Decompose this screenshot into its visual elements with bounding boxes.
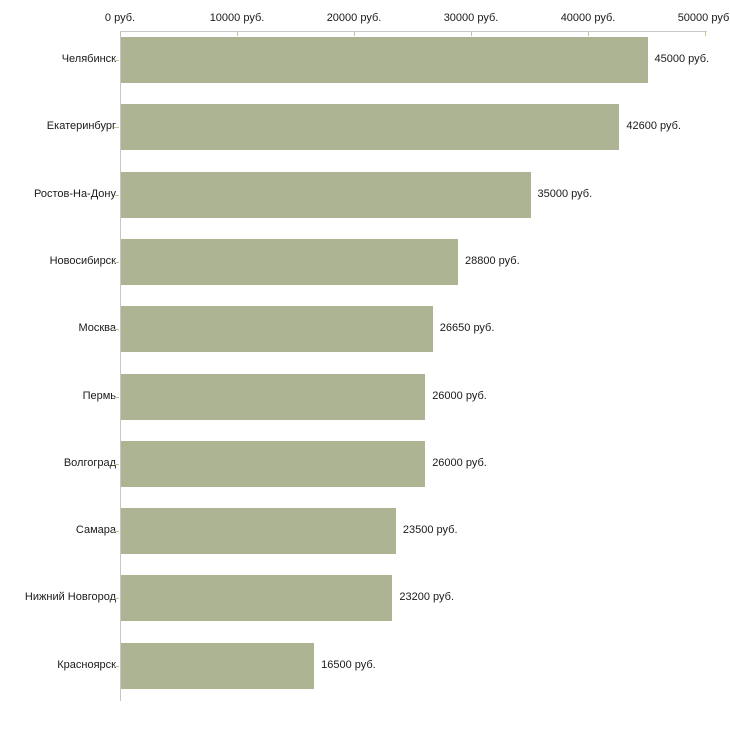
bar [121, 306, 433, 352]
bar [121, 643, 315, 689]
y-tick-mark [114, 397, 119, 398]
bar [121, 374, 426, 420]
value-label: 45000 руб. [654, 53, 710, 65]
y-tick-mark [114, 329, 119, 330]
value-label: 23200 руб. [399, 591, 455, 603]
category-label: Новосибирск [49, 255, 116, 267]
bar [121, 104, 620, 150]
value-label: 42600 руб. [626, 120, 682, 132]
y-tick-mark [114, 666, 119, 667]
category-label: Нижний Новгород [24, 591, 116, 603]
x-tick-mark [237, 32, 238, 36]
x-tick-mark [588, 32, 589, 36]
y-tick-mark [114, 598, 119, 599]
category-label: Самара [75, 524, 116, 536]
x-tick-mark [120, 32, 121, 36]
category-label: Красноярск [57, 659, 116, 671]
y-tick-mark [114, 464, 119, 465]
x-tick-mark [354, 32, 355, 36]
bar [121, 575, 393, 621]
bar [121, 37, 648, 83]
x-axis [120, 31, 707, 32]
value-label: 16500 руб. [321, 659, 376, 671]
category-label: Челябинск [61, 53, 116, 65]
category-label: Волгоград [63, 457, 116, 469]
x-tick-mark [471, 32, 472, 36]
y-tick-mark [114, 195, 119, 196]
category-label: Пермь [82, 390, 116, 402]
bar [121, 172, 531, 218]
value-label: 35000 руб. [537, 188, 593, 200]
x-tick-label: 20000 руб. [326, 12, 382, 24]
y-tick-mark [114, 127, 119, 128]
x-tick-label: 30000 руб. [443, 12, 499, 24]
x-tick-label: 40000 руб. [560, 12, 616, 24]
value-label: 26000 руб. [432, 390, 487, 402]
category-label: Екатеринбург [46, 120, 116, 132]
y-tick-mark [114, 531, 119, 532]
value-label: 23500 руб. [402, 524, 458, 536]
category-label: Ростов-На-Дону [33, 188, 116, 200]
x-tick-label: 50000 руб. [677, 12, 730, 24]
y-tick-mark [114, 262, 119, 263]
bar [121, 239, 458, 285]
value-label: 26650 руб. [439, 322, 495, 334]
y-tick-mark [114, 60, 119, 61]
x-tick-label: 10000 руб. [209, 12, 265, 24]
x-tick-mark [705, 32, 706, 36]
x-tick-label: 0 руб. [104, 12, 136, 24]
bar [121, 441, 426, 487]
value-label: 26000 руб. [432, 457, 487, 469]
category-label: Москва [78, 322, 116, 334]
value-label: 28800 руб. [465, 255, 520, 267]
bar [121, 508, 396, 554]
y-axis [120, 31, 121, 701]
